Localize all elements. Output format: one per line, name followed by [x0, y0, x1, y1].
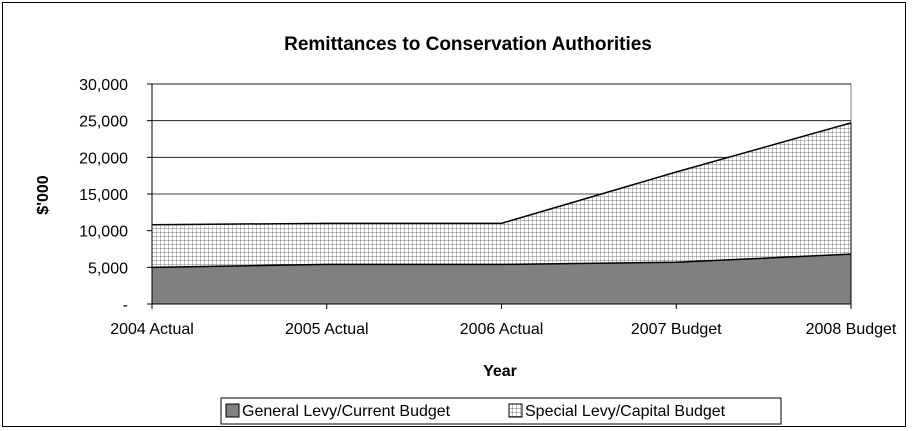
legend-label-special-levy: Special Levy/Capital Budget [525, 403, 726, 420]
y-tick-label: 10,000 [79, 224, 128, 241]
legend: General Levy/Current Budget Special Levy… [220, 397, 782, 425]
x-tick-label: 2008 Budget [806, 321, 897, 338]
chart-title: Remittances to Conservation Authorities [284, 34, 652, 55]
area-general-levy [152, 254, 851, 304]
area-special-levy [152, 122, 851, 268]
line-special-levy-top [151, 122, 852, 226]
y-tick-label: - [123, 297, 128, 314]
y-axis-label: $'000 [35, 175, 52, 215]
x-tick-label: 2006 Actual [460, 321, 544, 338]
legend-label-general-levy: General Levy/Current Budget [242, 403, 451, 420]
legend-frame [220, 397, 782, 425]
x-axis-label: Year [483, 363, 517, 380]
tick-labels: - 5,000 10,000 15,000 20,000 25,000 30,000 2004… [79, 77, 897, 338]
y-tick-label: 15,000 [79, 187, 128, 204]
x-tick-label: 2007 Budget [631, 321, 722, 338]
y-tick-label: 25,000 [79, 114, 128, 131]
line-general-levy-top [151, 253, 852, 269]
y-tick-label: 20,000 [79, 150, 128, 167]
x-tick-label: 2005 Actual [285, 321, 369, 338]
y-tick-label: 5,000 [88, 260, 128, 277]
y-tick-label: 30,000 [79, 77, 128, 94]
x-tick-label: 2004 Actual [110, 321, 194, 338]
legend-swatch-general-levy [225, 403, 240, 418]
legend-swatch-special-levy [508, 403, 523, 418]
